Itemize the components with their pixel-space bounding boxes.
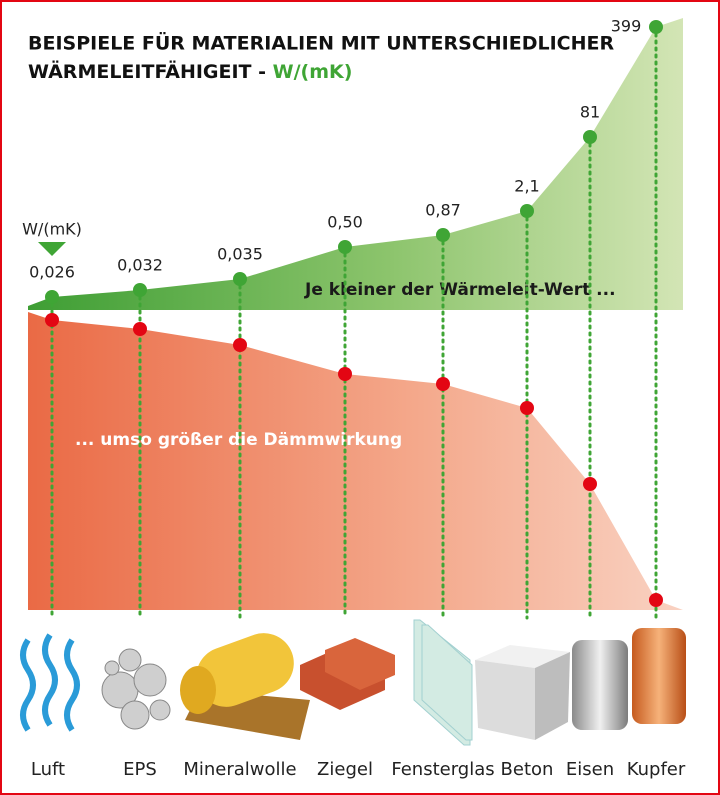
- title: BEISPIELE FÜR MATERIALIEN MIT UNTERSCHIE…: [28, 31, 614, 55]
- icon-iron: [572, 640, 628, 730]
- green-area: [28, 18, 683, 310]
- green-point: [338, 240, 352, 254]
- icon-brick: [300, 638, 395, 710]
- red-point: [520, 401, 534, 415]
- red-point: [583, 477, 597, 491]
- material-name: Fensterglas: [391, 759, 494, 780]
- icon-copper: [632, 628, 686, 724]
- icon-eps: [101, 648, 171, 730]
- icon-concrete: [475, 645, 570, 740]
- value-label: 0,026: [29, 263, 75, 282]
- title-part: WÄRMELEITFÄHIGEIT -: [28, 59, 266, 83]
- icon-air: [20, 633, 80, 732]
- red-point: [45, 313, 59, 327]
- red-point: [436, 377, 450, 391]
- material-name: Ziegel: [317, 759, 373, 780]
- red-point: [649, 593, 663, 607]
- icons: [20, 619, 686, 746]
- green-point: [45, 290, 59, 304]
- green-point: [520, 204, 534, 218]
- value-label: 0,87: [425, 201, 461, 220]
- red-point: [133, 322, 147, 336]
- green-point: [133, 283, 147, 297]
- green-point: [583, 130, 597, 144]
- material-name: Mineralwolle: [183, 759, 296, 780]
- value-label: 0,50: [327, 213, 363, 232]
- value-label: 2,1: [514, 177, 539, 196]
- green-point: [436, 228, 450, 242]
- material-name: Luft: [31, 759, 65, 780]
- value-label: 0,032: [117, 256, 163, 275]
- title-unit: W/(mK): [273, 61, 353, 83]
- red-point: [338, 367, 352, 381]
- icon-glass: [413, 619, 473, 746]
- red-point: [233, 338, 247, 352]
- value-label: 81: [580, 103, 600, 122]
- green-point: [233, 272, 247, 286]
- red-area: [28, 312, 683, 610]
- material-name: Eisen: [566, 759, 614, 780]
- value-label: 399: [611, 17, 642, 36]
- unit-label: W/(mK): [22, 220, 82, 239]
- material-name: Kupfer: [627, 759, 686, 780]
- unit-arrow: [38, 242, 66, 256]
- upper-caption: Je kleiner der Wärmeleit-Wert ...: [304, 280, 616, 300]
- value-label: 0,035: [217, 245, 263, 264]
- material-name: EPS: [123, 759, 157, 780]
- title: WÄRMELEITFÄHIGEIT - W/(mK): [28, 59, 352, 83]
- green-point: [649, 20, 663, 34]
- material-name: Beton: [501, 759, 554, 780]
- icon-mineralwool: [180, 633, 310, 740]
